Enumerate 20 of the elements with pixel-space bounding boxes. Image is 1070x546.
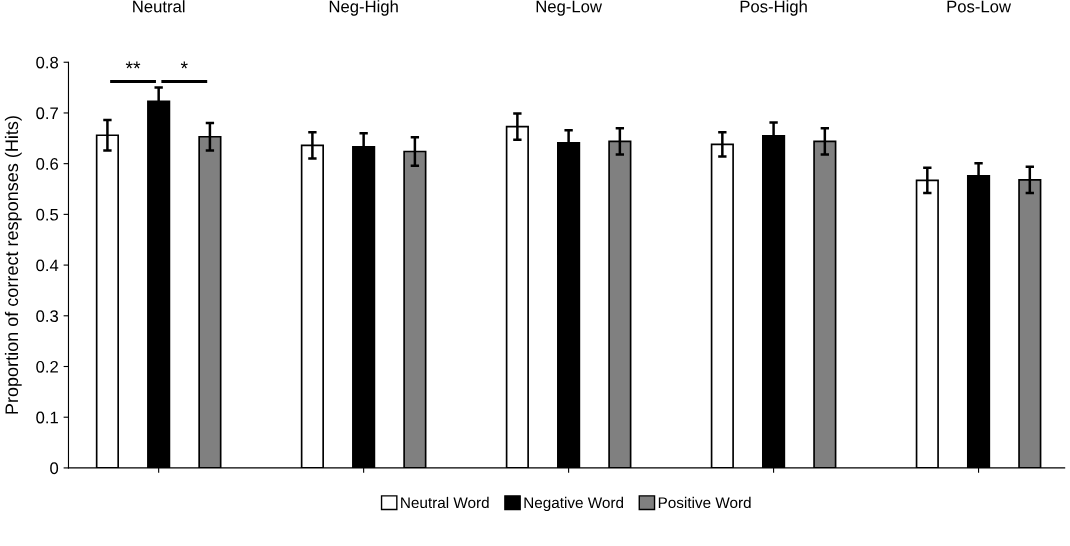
x-tick-label: Pos-Low <box>947 0 1012 13</box>
y-tick-label: 0.6 <box>36 158 59 170</box>
y-tick-label: 0.2 <box>36 360 58 373</box>
y-tick-label: 0.5 <box>36 208 59 221</box>
legend-label: Neutral Word <box>401 496 489 509</box>
y-tick-label: 0.7 <box>36 107 58 120</box>
x-tick-label: Neutral <box>133 0 185 13</box>
y-tick-label: 0.3 <box>36 310 59 322</box>
x-tick-label: Neg-High <box>329 0 398 16</box>
y-tick-label: 0 <box>50 462 59 475</box>
annotation: ** <box>125 61 141 69</box>
x-tick-label: Neg-Low <box>536 0 603 16</box>
y-tick-label: 0.4 <box>36 259 59 272</box>
legend-label: Positive Word <box>658 496 751 509</box>
y-axis-title: Proportion of correct responses (Hits) <box>4 116 22 414</box>
y-tick-label: 0.8 <box>36 56 59 69</box>
legend-label: Negative Word <box>524 496 624 512</box>
x-tick-label: Pos-High <box>740 0 807 16</box>
y-tick-label: 0.1 <box>36 411 58 424</box>
annotation: * <box>180 61 188 69</box>
